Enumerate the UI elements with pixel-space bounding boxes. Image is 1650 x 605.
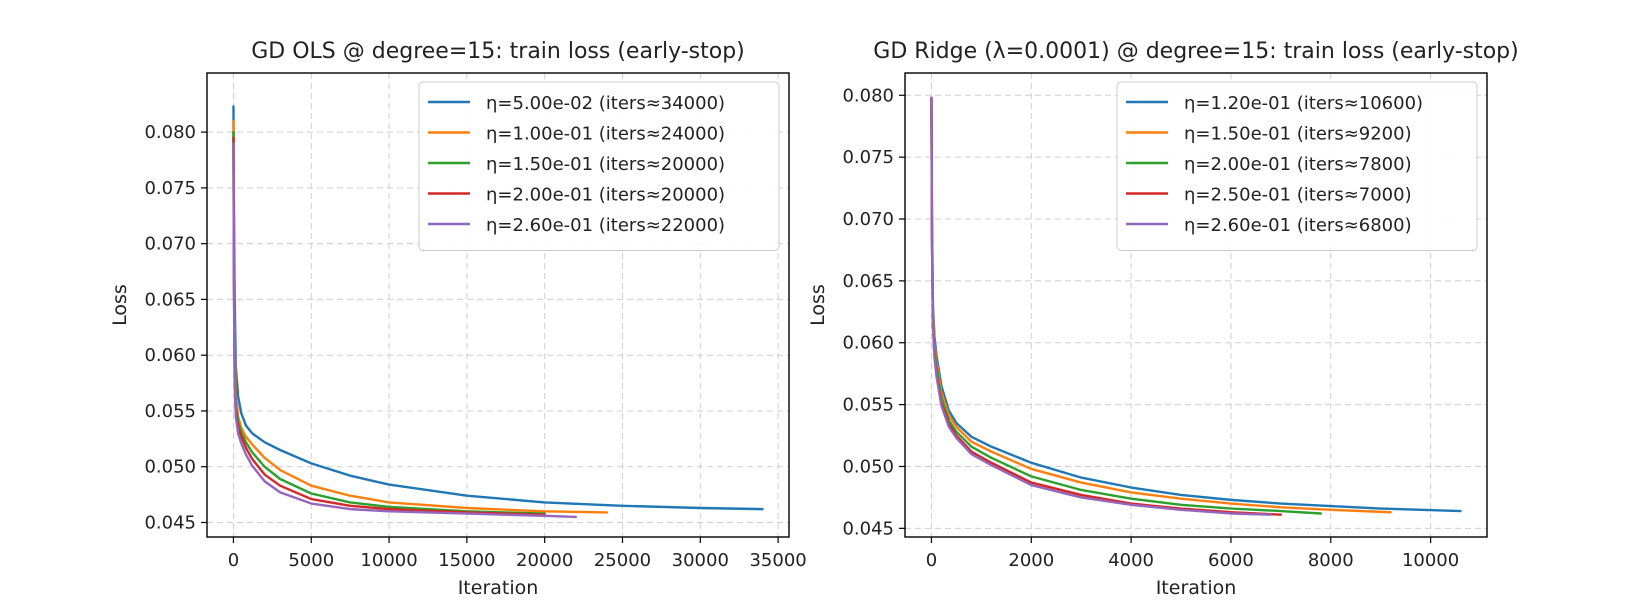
legend-entry-4: η=2.00e-01 (iters≈20000) xyxy=(486,185,725,206)
series-line-5 xyxy=(232,142,578,519)
y-tick-label: 0.080 xyxy=(842,85,894,106)
y-tick-label: 0.060 xyxy=(144,345,196,366)
y-tick-label: 0.050 xyxy=(842,456,894,477)
x-tick-label: 8000 xyxy=(1308,550,1354,571)
y-tick-label: 0.055 xyxy=(144,401,196,422)
legend-box xyxy=(418,81,780,251)
x-tick-label: 25000 xyxy=(594,550,651,571)
legend-entry-5: η=2.60e-01 (iters≈22000) xyxy=(486,215,725,236)
legend-entry-1: η=1.20e-01 (iters≈10600) xyxy=(1184,93,1423,114)
x-tick-label: 5000 xyxy=(288,550,334,571)
series-line-5 xyxy=(930,96,1273,516)
y-tick-label: 0.075 xyxy=(842,147,894,168)
y-tick-label: 0.070 xyxy=(842,209,894,230)
x-tick-label: 20000 xyxy=(516,550,573,571)
legend: η=1.20e-01 (iters≈10600) η=1.50e-01 (iter… xyxy=(1116,81,1478,251)
legend-entry-2: η=1.00e-01 (iters≈24000) xyxy=(486,124,725,145)
x-axis-label: Iteration xyxy=(1156,577,1237,599)
y-tick-label: 0.045 xyxy=(144,513,196,534)
y-tick-label: 0.055 xyxy=(842,395,894,416)
x-tick-label: 35000 xyxy=(749,550,806,571)
x-tick-label: 2000 xyxy=(1008,550,1054,571)
x-tick-label: 0 xyxy=(926,550,937,571)
x-tick-label: 15000 xyxy=(438,550,495,571)
legend-entry-5: η=2.60e-01 (iters≈6800) xyxy=(1184,215,1412,236)
y-tick-label: 0.080 xyxy=(144,122,196,143)
legend: η=5.00e-02 (iters≈34000) η=1.00e-01 (iter… xyxy=(418,81,780,251)
x-tick-label: 0 xyxy=(228,550,239,571)
chart-panel-1: 0 5000 10000 15000 20000 25000 30000 35000 0.045… xyxy=(109,39,807,599)
x-tick-label: 4000 xyxy=(1108,550,1154,571)
x-tick-label: 30000 xyxy=(672,550,729,571)
plot-frame xyxy=(206,72,790,538)
plot-frame xyxy=(904,72,1488,538)
y-tick-label: 0.060 xyxy=(842,333,894,354)
x-axis-label: Iteration xyxy=(458,577,539,599)
legend-box xyxy=(1116,81,1478,251)
y-tick-label: 0.075 xyxy=(144,178,196,199)
y-tick-label: 0.065 xyxy=(842,271,894,292)
legend-entry-4: η=2.50e-01 (iters≈7000) xyxy=(1184,185,1412,206)
x-tick-label: 6000 xyxy=(1208,550,1254,571)
legend-entry-3: η=2.00e-01 (iters≈7800) xyxy=(1184,154,1412,175)
chart-title: GD OLS @ degree=15: train loss (early-st… xyxy=(251,39,745,64)
legend-entry-2: η=1.50e-01 (iters≈9200) xyxy=(1184,124,1412,145)
legend-entry-3: η=1.50e-01 (iters≈20000) xyxy=(486,154,725,175)
legend-entry-1: η=5.00e-02 (iters≈34000) xyxy=(486,93,725,114)
y-tick-label: 0.045 xyxy=(842,518,894,539)
chart-panel-2: 0 2000 4000 6000 8000 10000 0.045 0.050 0.055 0.0… xyxy=(807,39,1519,599)
y-tick-label: 0.065 xyxy=(144,289,196,310)
y-tick-label: 0.050 xyxy=(144,457,196,478)
chart-title: GD Ridge (λ=0.0001) @ degree=15: train l… xyxy=(873,39,1518,64)
y-axis-label: Loss xyxy=(109,284,131,326)
x-tick-label: 10000 xyxy=(1402,550,1459,571)
y-axis-label: Loss xyxy=(807,284,829,326)
y-tick-label: 0.070 xyxy=(144,234,196,255)
x-tick-label: 10000 xyxy=(360,550,417,571)
